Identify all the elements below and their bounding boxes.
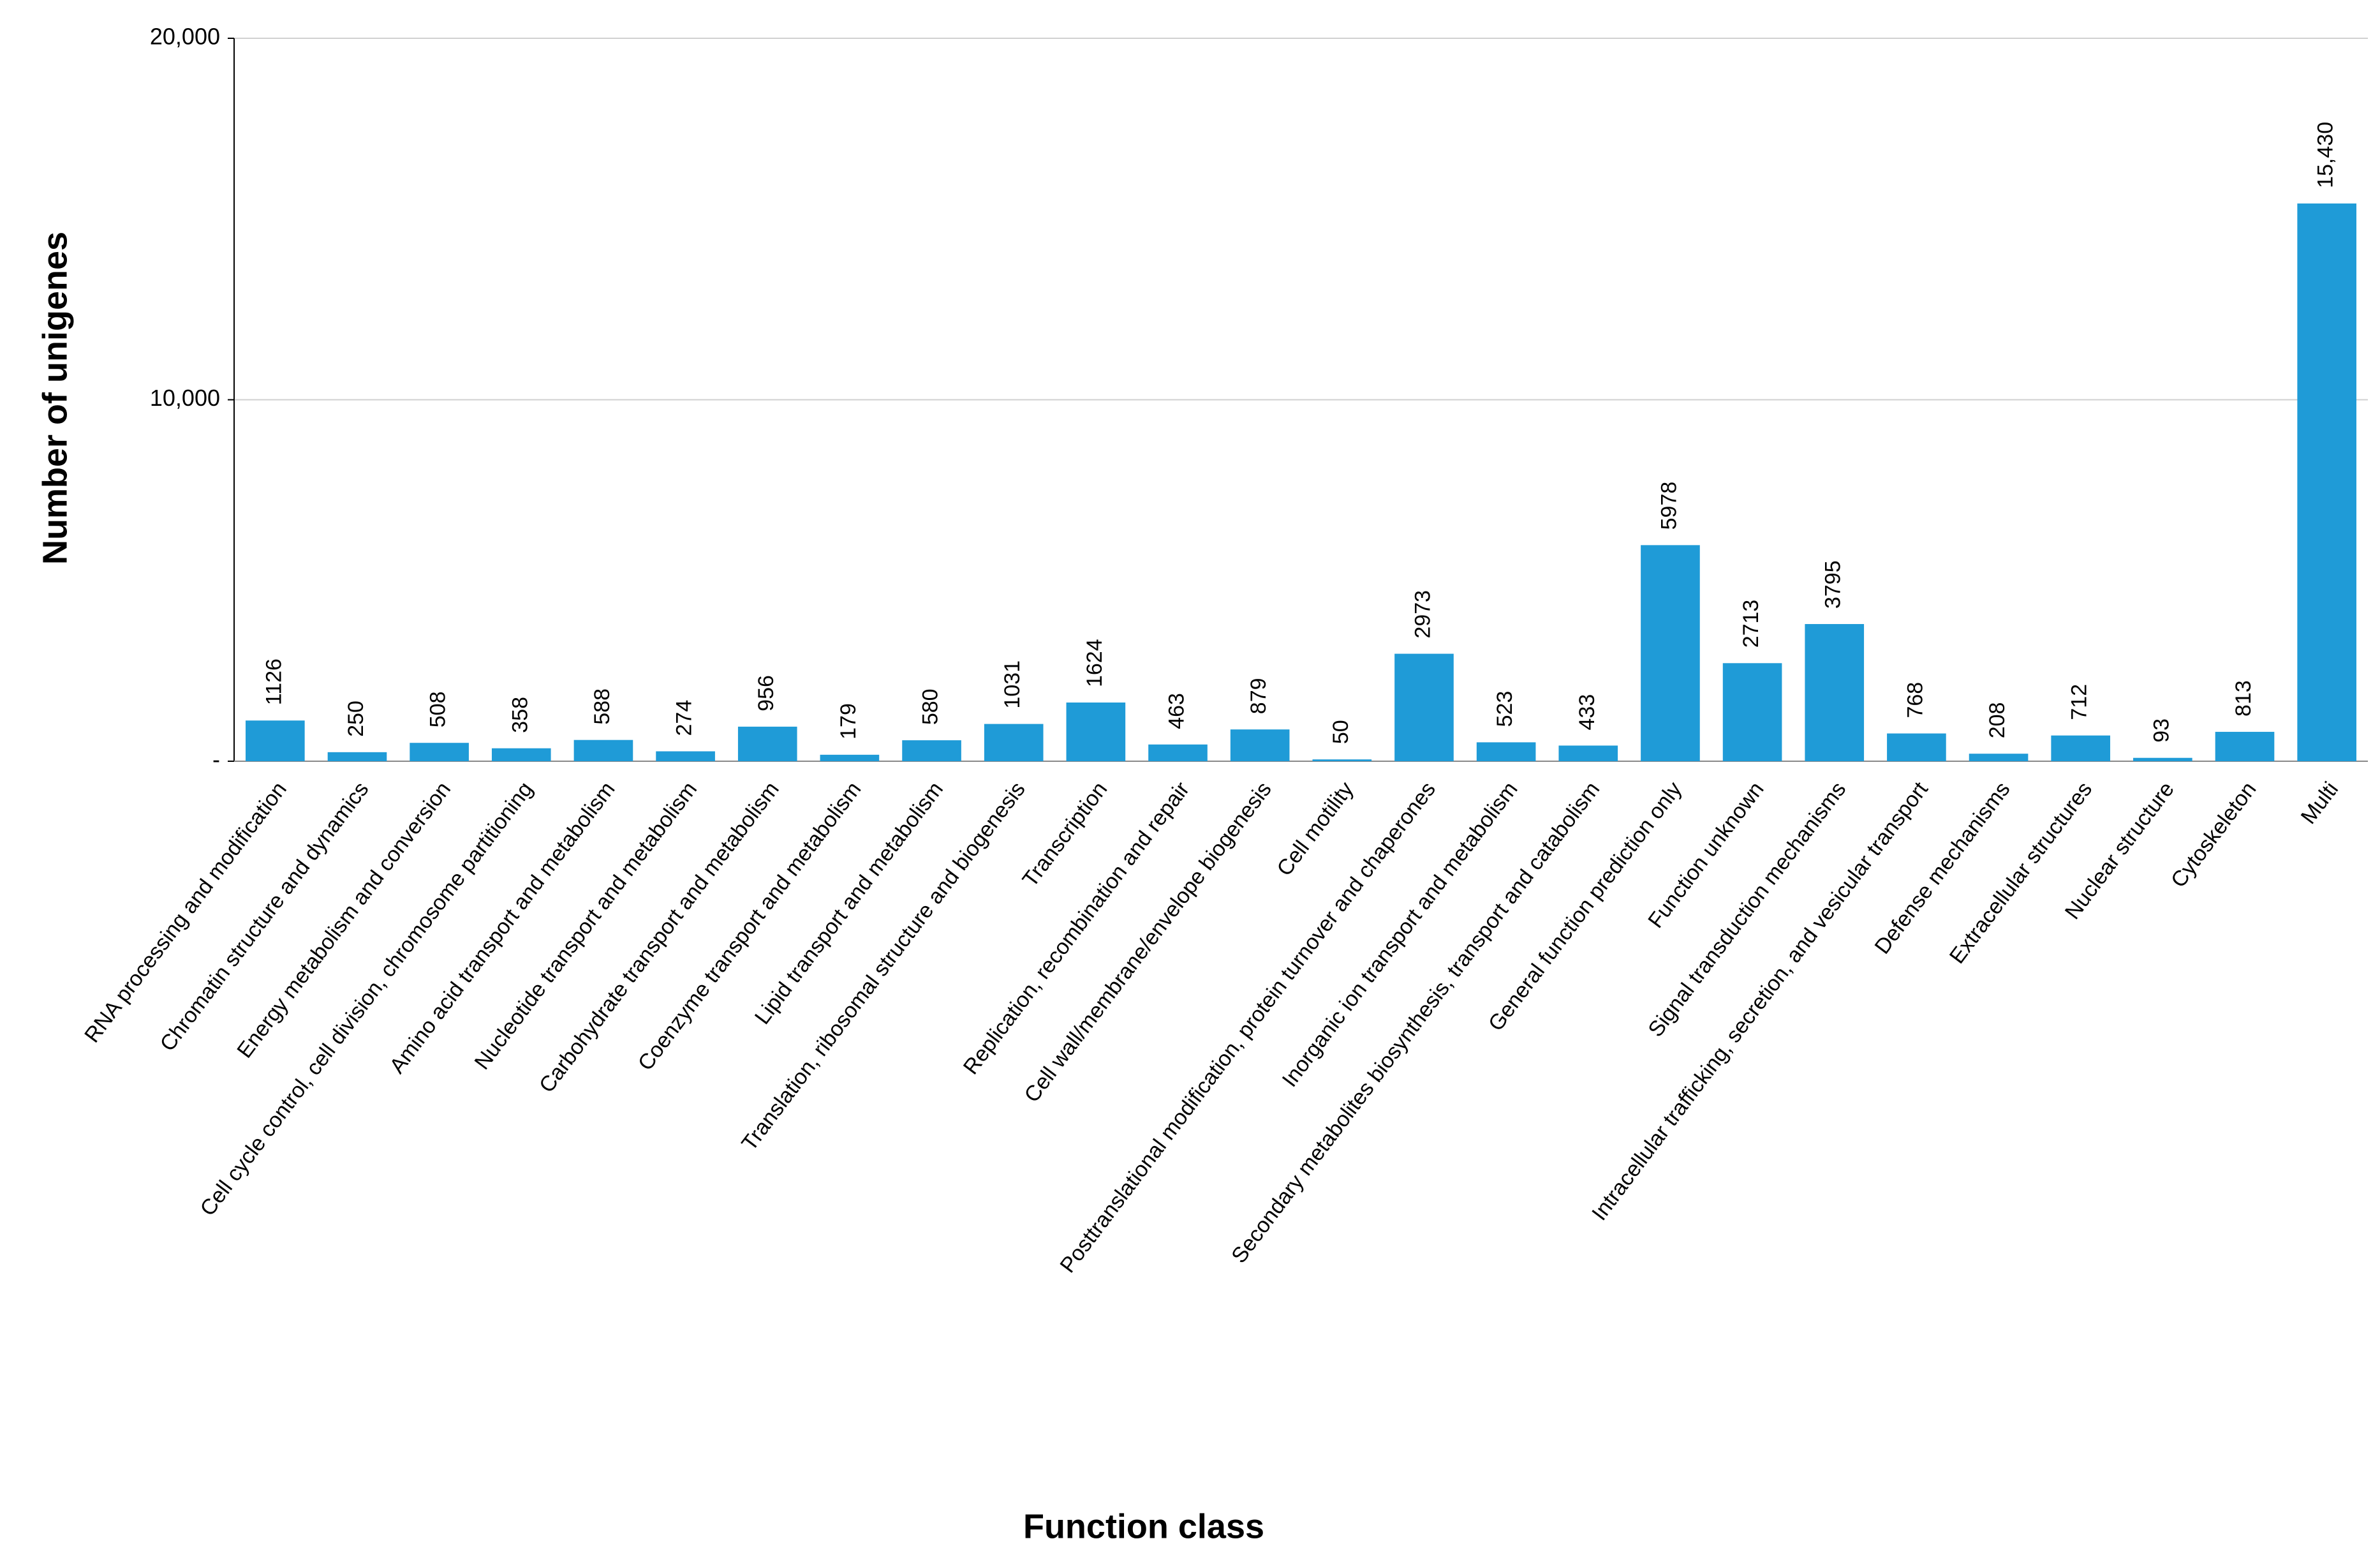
value-label: 179 bbox=[836, 703, 861, 740]
bar bbox=[1887, 733, 1946, 761]
value-label: 274 bbox=[672, 700, 697, 736]
value-label: 358 bbox=[508, 697, 532, 733]
x-tick-label: Cytoskeleton bbox=[2166, 777, 2261, 892]
bar bbox=[327, 752, 387, 761]
value-label: 3795 bbox=[1821, 560, 1845, 609]
bar bbox=[902, 740, 961, 761]
bar bbox=[410, 743, 469, 761]
bar bbox=[1805, 624, 1865, 761]
bar bbox=[491, 748, 551, 761]
bar bbox=[573, 740, 633, 761]
y-tick-label: 10,000 bbox=[150, 385, 220, 411]
y-tick-label: 20,000 bbox=[150, 24, 220, 50]
bar bbox=[1722, 663, 1782, 761]
value-label: 580 bbox=[919, 688, 943, 725]
value-label: 879 bbox=[1246, 678, 1271, 714]
bar bbox=[1312, 759, 1372, 761]
value-label: 813 bbox=[2231, 680, 2256, 717]
x-tick-label: Cell motility bbox=[1272, 777, 1358, 881]
x-tick-label: Translation, ribosomal structure and bio… bbox=[737, 777, 1030, 1155]
bar bbox=[2133, 757, 2192, 761]
bar bbox=[656, 751, 715, 761]
value-label: 15,430 bbox=[2314, 122, 2338, 188]
bar bbox=[2051, 735, 2111, 761]
x-tick-label: Multi bbox=[2296, 777, 2344, 828]
bar bbox=[984, 724, 1044, 761]
bar bbox=[1148, 744, 1208, 761]
y-tick-label: - bbox=[212, 747, 220, 773]
bar bbox=[2297, 203, 2356, 761]
value-label: 768 bbox=[1903, 682, 1927, 718]
x-tick-label: Transcription bbox=[1018, 777, 1112, 891]
value-label: 523 bbox=[1493, 691, 1517, 727]
y-axis-title: Number of unigenes bbox=[36, 232, 74, 565]
bar bbox=[1641, 545, 1700, 761]
bar bbox=[1969, 754, 2029, 761]
bar bbox=[1230, 729, 1290, 761]
value-label: 208 bbox=[1985, 702, 2009, 738]
bar bbox=[820, 754, 880, 761]
x-axis-title: Function class bbox=[1023, 1507, 1264, 1545]
bar bbox=[1476, 742, 1536, 761]
value-label: 712 bbox=[2067, 684, 2092, 720]
value-label: 5978 bbox=[1657, 482, 1681, 530]
x-tick-label: Extracellular structures bbox=[1945, 777, 2097, 968]
value-label: 93 bbox=[2149, 718, 2173, 743]
bar bbox=[246, 720, 305, 761]
value-label: 463 bbox=[1165, 693, 1189, 729]
value-label: 2973 bbox=[1410, 590, 1435, 639]
value-label: 588 bbox=[590, 688, 614, 725]
bar bbox=[1558, 745, 1618, 761]
x-tick-label: Defense mechanisms bbox=[1870, 777, 2015, 958]
value-label: 2713 bbox=[1739, 600, 1763, 648]
bar bbox=[1394, 653, 1454, 761]
value-label: 1624 bbox=[1083, 639, 1107, 687]
x-tick-label: Posttranslational modification, protein … bbox=[1055, 777, 1440, 1277]
value-label: 956 bbox=[754, 675, 778, 711]
bar bbox=[737, 726, 797, 761]
value-label: 50 bbox=[1329, 720, 1353, 744]
value-label: 1126 bbox=[262, 658, 286, 705]
bar bbox=[1066, 703, 1126, 761]
value-label: 1031 bbox=[1000, 660, 1024, 709]
value-label: 250 bbox=[344, 701, 368, 737]
value-label: 508 bbox=[426, 691, 450, 727]
value-label: 433 bbox=[1575, 694, 1599, 731]
bar bbox=[2215, 731, 2275, 761]
